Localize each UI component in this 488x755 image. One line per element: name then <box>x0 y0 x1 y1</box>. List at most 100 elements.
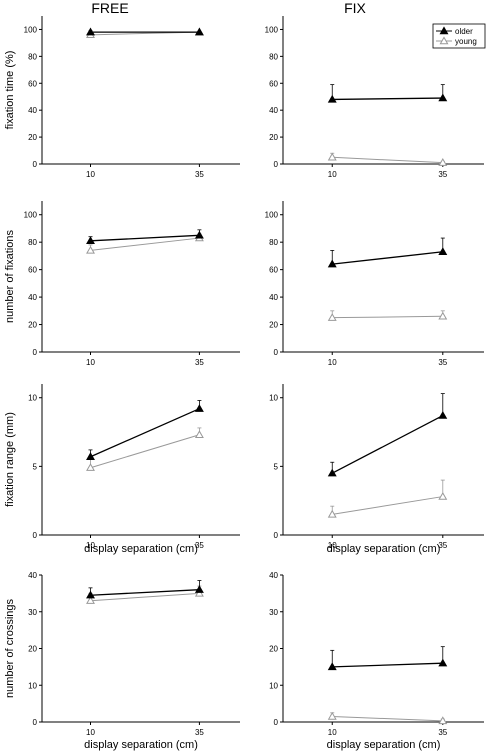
series-line-young <box>332 715 443 722</box>
data-point-older <box>86 452 95 460</box>
panel-number-crossings-fix: 0 10 20 30 40 10 35 display separation (cm) <box>269 571 484 751</box>
series-line-young <box>332 156 443 164</box>
data-point-older <box>86 236 95 245</box>
data-point-older <box>86 27 95 36</box>
y-tick-label: 40 <box>28 106 37 115</box>
x-axis-label: display separation (cm) <box>327 739 441 751</box>
x-tick-label: 10 <box>328 358 337 367</box>
data-point-young <box>438 158 448 166</box>
series-older <box>327 237 448 268</box>
series-line-young <box>332 496 443 515</box>
data-point-young <box>327 313 337 321</box>
legend-marker-young <box>439 36 449 45</box>
data-point-older <box>438 93 448 102</box>
x-tick-label: 10 <box>86 728 95 737</box>
column-title-free: FREE <box>91 0 128 16</box>
data-point-older <box>327 468 337 477</box>
data-point-older <box>438 410 448 419</box>
x-tick-label: 10 <box>328 541 337 550</box>
y-tick-label: 0 <box>33 531 38 540</box>
series-young <box>86 27 204 39</box>
data-point-older <box>86 590 95 599</box>
y-tick-label: 40 <box>28 293 37 302</box>
data-point-young <box>327 152 337 161</box>
y-tick-label: 5 <box>274 462 279 471</box>
data-point-young <box>86 245 95 254</box>
y-tick-label: 100 <box>265 25 279 34</box>
y-tick-label: 5 <box>33 462 38 471</box>
y-axis-label: fixation range (mm) <box>4 412 16 507</box>
y-tick-label: 0 <box>33 718 38 727</box>
data-point-young <box>194 430 204 438</box>
y-tick-label: 0 <box>274 718 279 727</box>
series-line-older <box>331 414 444 474</box>
panel-fixation-time-free: 0 20 40 60 80 100 10 35 fixation time (%) <box>4 16 240 179</box>
y-tick-label: 30 <box>28 608 37 617</box>
y-tick-label: 0 <box>274 160 279 169</box>
x-tick-label: 10 <box>86 541 95 550</box>
y-tick-label: 40 <box>269 571 278 580</box>
series-young <box>327 479 448 518</box>
y-tick-label: 20 <box>269 321 278 330</box>
y-tick-label: 60 <box>28 79 37 88</box>
data-point-young <box>86 463 95 471</box>
y-tick-label: 0 <box>274 348 279 357</box>
data-point-older <box>194 230 204 239</box>
x-tick-label: 35 <box>195 358 204 367</box>
data-point-older <box>327 259 337 268</box>
data-point-young <box>194 588 204 597</box>
legend-marker-older <box>439 26 449 35</box>
y-tick-label: 100 <box>24 211 38 220</box>
x-tick-label: 10 <box>328 170 337 179</box>
x-tick-label: 10 <box>328 728 337 737</box>
data-point-young <box>86 596 95 604</box>
data-point-older <box>194 585 204 593</box>
series-line-older <box>90 408 200 458</box>
panel-number-fixations-fix: 0 20 40 60 80 100 10 35 <box>265 201 484 367</box>
data-point-young <box>327 509 337 518</box>
series-older <box>327 646 448 671</box>
y-tick-label: 30 <box>269 608 278 617</box>
y-tick-label: 80 <box>269 238 278 247</box>
y-tick-label: 0 <box>33 160 38 169</box>
series-line-older <box>332 662 443 668</box>
x-axis-label: display separation (cm) <box>84 739 198 751</box>
x-tick-label: 35 <box>438 728 447 737</box>
y-tick-label: 20 <box>269 645 278 654</box>
x-axis-label: display separation (cm) <box>84 543 198 555</box>
y-axis-label: number of fixations <box>4 230 16 323</box>
series-older <box>86 27 204 36</box>
series-young <box>327 711 448 725</box>
x-tick-label: 35 <box>195 170 204 179</box>
column-title-fix: FIX <box>344 0 366 16</box>
y-tick-label: 0 <box>33 348 38 357</box>
y-tick-label: 80 <box>28 52 37 61</box>
data-point-older <box>194 404 204 412</box>
y-tick-label: 60 <box>28 266 37 275</box>
series-older <box>327 84 448 103</box>
y-tick-label: 20 <box>28 645 37 654</box>
y-tick-label: 100 <box>265 211 279 220</box>
series-line-older <box>332 97 443 101</box>
series-older <box>86 229 204 245</box>
data-point-older <box>438 658 448 667</box>
data-point-young <box>438 716 448 725</box>
y-tick-label: 100 <box>24 25 38 34</box>
x-axis-label: display separation (cm) <box>327 543 441 555</box>
series-young <box>86 427 204 471</box>
data-point-older <box>438 247 448 255</box>
y-tick-label: 40 <box>28 571 37 580</box>
x-tick-label: 35 <box>438 541 447 550</box>
y-tick-label: 40 <box>269 106 278 115</box>
y-tick-label: 40 <box>269 293 278 302</box>
series-line-young <box>332 315 443 319</box>
panel-number-crossings-free: 0 10 20 30 40 10 35 number of crossings display … <box>4 571 240 751</box>
series-young <box>327 310 448 321</box>
series-line-older <box>90 589 200 596</box>
y-tick-label: 20 <box>28 321 37 330</box>
x-tick-label: 35 <box>195 728 204 737</box>
